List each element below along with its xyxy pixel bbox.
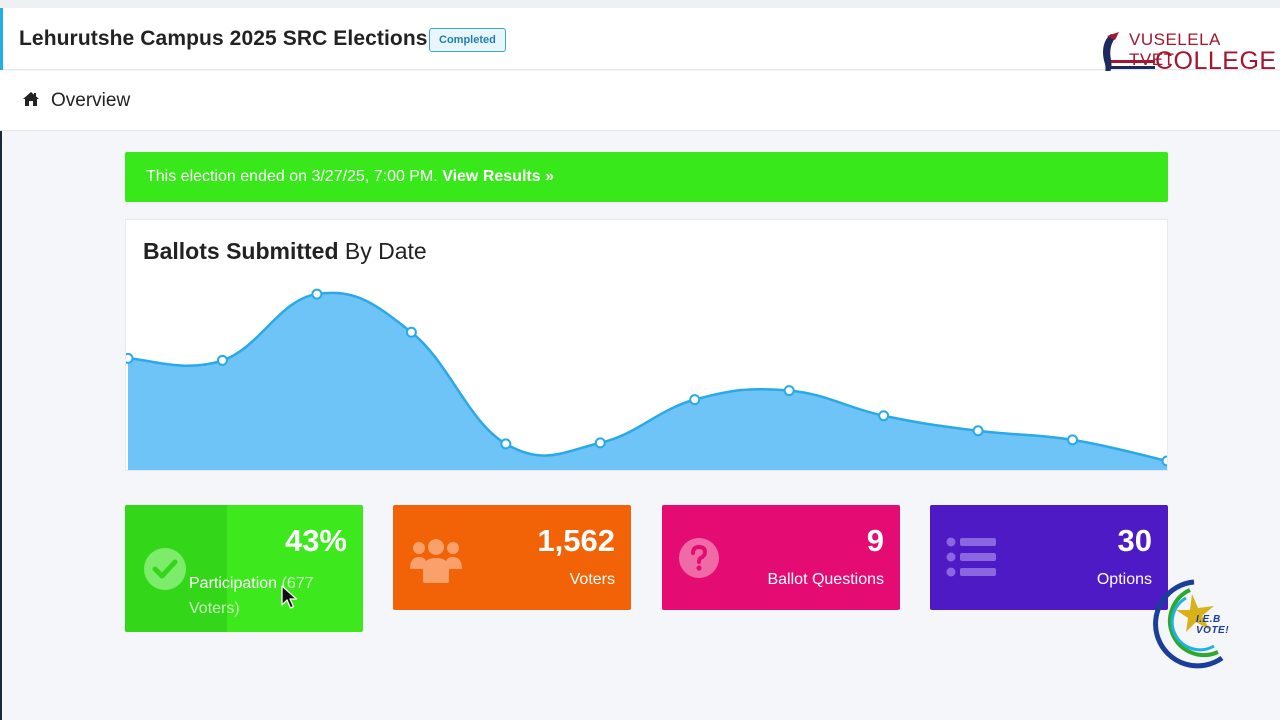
- status-badge: Completed: [429, 28, 506, 52]
- breadcrumb-nav: Overview: [0, 71, 1280, 131]
- chart-point-3[interactable]: [311, 288, 323, 300]
- participation-label-extra: (677 Voters): [189, 575, 314, 617]
- chart-point-4[interactable]: [405, 326, 417, 338]
- chart-title-rest: By Date: [344, 238, 427, 264]
- participation-stat-card[interactable]: 43% Participation (677 Voters): [125, 505, 363, 632]
- ballot-questions-label: Ballot Questions: [767, 571, 884, 588]
- alert-message: This election ended on 3/27/25, 7:00 PM.: [146, 168, 438, 185]
- chart-point-1[interactable]: [126, 352, 134, 364]
- nav-overview-label[interactable]: Overview: [51, 90, 131, 111]
- chart-point-2[interactable]: [216, 354, 228, 366]
- chart-point-5[interactable]: [500, 438, 512, 450]
- question-circle-icon: [679, 538, 719, 578]
- participation-value: 43%: [284, 523, 347, 558]
- chart-point-11[interactable]: [1067, 434, 1079, 446]
- top-strip: [0, 0, 1280, 8]
- ballot-questions-stat-card[interactable]: 9 Ballot Questions: [662, 505, 900, 610]
- chart-point-7[interactable]: [689, 394, 701, 406]
- chart-point-10[interactable]: [972, 425, 984, 437]
- participation-label: Participation (677 Voters): [189, 571, 339, 621]
- options-value: 30: [1117, 523, 1152, 558]
- participation-label-main: Participation: [189, 575, 278, 592]
- chart-point-8[interactable]: [783, 385, 795, 397]
- chart-point-12[interactable]: [1161, 455, 1169, 467]
- ieb-vote-text: I.E.B VOTE!: [1196, 614, 1230, 636]
- header-accent: [0, 8, 3, 70]
- ballots-area-chart: [126, 288, 1169, 470]
- college-logo: VUSELELA TVET COLLEGE: [1097, 24, 1276, 88]
- list-icon: [946, 537, 996, 577]
- left-edge-bar: [0, 131, 2, 720]
- header: Lehurutshe Campus 2025 SRC Elections Com…: [0, 8, 1280, 82]
- options-stat-card[interactable]: 30 Options: [930, 505, 1168, 610]
- voters-stat-card[interactable]: 1,562 Voters: [393, 505, 631, 610]
- page-title: Lehurutshe Campus 2025 SRC Elections: [19, 27, 428, 50]
- home-icon: [23, 92, 39, 106]
- check-circle-icon: [144, 548, 186, 590]
- ieb-vote-logo-icon: [1153, 579, 1224, 669]
- election-ended-alert: This election ended on 3/27/25, 7:00 PM.…: [125, 152, 1168, 202]
- voters-label: Voters: [569, 571, 615, 588]
- options-label: Options: [1096, 571, 1152, 588]
- chart-area-fill: [128, 292, 1167, 470]
- chart-title: Ballots Submitted By Date: [143, 238, 427, 265]
- logo-text-line1: VUSELELA TVET: [1129, 30, 1220, 69]
- mouse-cursor-icon: [281, 585, 298, 609]
- logo-text-line2: COLLEGE: [1155, 47, 1277, 75]
- chart-point-6[interactable]: [594, 437, 606, 449]
- ballots-chart-card: Ballots Submitted By Date: [125, 219, 1168, 471]
- ieb-vote-logo: I.E.B VOTE!: [1134, 578, 1236, 670]
- voters-value: 1,562: [537, 523, 615, 558]
- users-icon: [410, 539, 462, 583]
- ballot-questions-value: 9: [866, 523, 884, 558]
- chart-point-9[interactable]: [878, 410, 890, 422]
- chart-title-bold: Ballots Submitted: [143, 238, 339, 264]
- view-results-link[interactable]: View Results »: [442, 168, 554, 185]
